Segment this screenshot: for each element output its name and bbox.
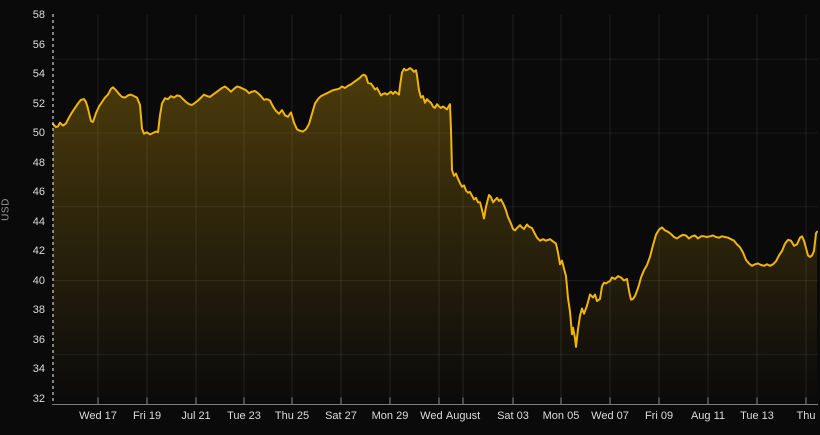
x-tick-label: Thu 25 bbox=[273, 410, 311, 423]
price-line bbox=[52, 67, 818, 348]
x-tick-label: Jul 21 bbox=[180, 410, 212, 423]
y-tick-label: 38 bbox=[32, 304, 45, 316]
x-tick-label: Fri 09 bbox=[643, 410, 675, 423]
y-tick-label: 56 bbox=[32, 38, 45, 51]
x-tick-label: Aug 11 bbox=[689, 410, 727, 423]
y-tick-label: 54 bbox=[32, 68, 45, 80]
x-tick-label: Tue 23 bbox=[226, 410, 262, 423]
y-tick-label: 50 bbox=[32, 127, 45, 139]
x-tick-label: Thu bbox=[795, 410, 817, 423]
y-axis-title: USD bbox=[0, 198, 12, 221]
y-tick-label: 36 bbox=[32, 333, 45, 346]
x-tick-label: Tue 13 bbox=[739, 410, 775, 423]
x-tick-label: August bbox=[444, 410, 482, 423]
y-tick-label: 34 bbox=[32, 363, 45, 375]
x-tick-label: Mon 29 bbox=[370, 410, 410, 423]
y-tick-label: 42 bbox=[32, 245, 45, 257]
y-tick-label: 52 bbox=[32, 97, 45, 110]
x-tick-label: Wed 07 bbox=[590, 410, 630, 423]
x-tick-label: Wed 17 bbox=[78, 410, 118, 423]
x-tick-label: Mon 05 bbox=[541, 410, 581, 423]
x-tick-label: Fri 19 bbox=[131, 410, 163, 423]
x-tick-label: Sat 27 bbox=[324, 410, 358, 423]
y-tick-label: 58 bbox=[32, 9, 45, 21]
y-tick-label: 32 bbox=[32, 392, 45, 405]
y-tick-label: 46 bbox=[32, 186, 45, 198]
x-tick-label: Sat 03 bbox=[496, 410, 530, 423]
y-tick-label: 48 bbox=[32, 156, 45, 169]
y-tick-label: 44 bbox=[32, 215, 45, 228]
price-area-fill bbox=[53, 68, 817, 403]
y-tick-label: 40 bbox=[32, 274, 45, 287]
